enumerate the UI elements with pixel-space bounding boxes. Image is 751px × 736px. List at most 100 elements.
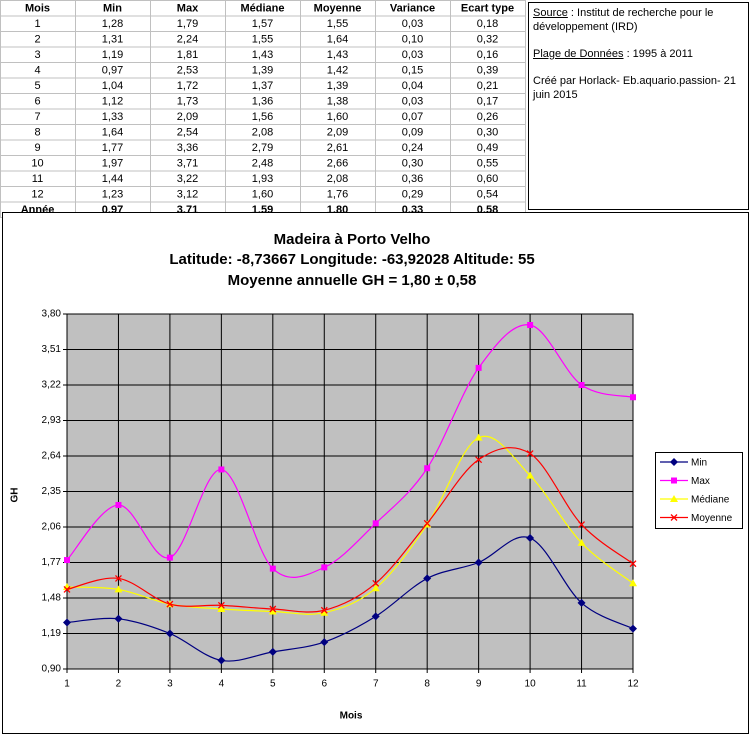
table-cell: 0,21 xyxy=(477,80,498,92)
table-cell: 2 xyxy=(34,34,40,46)
marker xyxy=(269,605,277,613)
table-cell: 1,42 xyxy=(327,65,348,77)
table-cell: 0,30 xyxy=(477,127,498,139)
y-tick-label: 1,48 xyxy=(42,593,62,604)
chart-title: Madeira à Porto Velho xyxy=(274,231,431,248)
table-cell: 1,04 xyxy=(102,80,123,92)
table-cell: 3,12 xyxy=(177,189,198,201)
table-cell: 2,24 xyxy=(177,34,198,46)
marker xyxy=(578,382,585,388)
table-cell: 2,48 xyxy=(252,158,273,170)
x-tick-label: 10 xyxy=(525,679,537,690)
marker xyxy=(424,465,431,472)
marker xyxy=(629,624,637,633)
marker xyxy=(526,471,535,479)
table-cell: 1,64 xyxy=(102,127,123,139)
table-cell: 3 xyxy=(34,49,40,61)
y-tick-label: 3,22 xyxy=(42,380,62,391)
marker xyxy=(629,579,637,587)
table-cell: 1,93 xyxy=(252,173,273,185)
marker xyxy=(217,656,226,665)
header-cell: Moyenne xyxy=(314,3,362,15)
header-cell: Ecart type xyxy=(461,3,514,15)
marker xyxy=(115,501,122,508)
table-cell: 2,09 xyxy=(177,111,198,123)
marker xyxy=(63,585,71,593)
marker xyxy=(630,394,636,401)
x-axis-label: Mois xyxy=(340,711,363,722)
table-cell: 1,60 xyxy=(252,189,273,201)
table-cell: 1,12 xyxy=(102,96,123,108)
y-tick-label: 2,93 xyxy=(42,415,62,426)
y-tick-label: 0,90 xyxy=(42,664,62,675)
y-tick-label: 3,51 xyxy=(42,344,62,355)
table-cell: 0,30 xyxy=(402,158,423,170)
credit: Créé par Horlack- Eb.aquario.passion- 21… xyxy=(533,75,736,101)
table-cell: 2,08 xyxy=(327,173,348,185)
header-cell: Variance xyxy=(390,3,435,15)
header-cell: Médiane xyxy=(240,3,284,15)
y-tick-label: 1,19 xyxy=(42,628,62,639)
table-cell: 2,79 xyxy=(252,142,273,154)
table-cell: 0,03 xyxy=(402,96,423,108)
range: Plage de Données : 1995 à 2011 xyxy=(533,47,744,61)
table-cell: 9 xyxy=(34,142,40,154)
source: Source : Institut de recherche pour le d… xyxy=(533,6,744,34)
x-tick-label: 7 xyxy=(373,679,379,690)
y-tick-label: 1,77 xyxy=(42,557,62,568)
table-cell: 0,09 xyxy=(402,127,423,139)
marker xyxy=(269,565,276,572)
marker xyxy=(577,598,586,607)
table-cell: 0,55 xyxy=(477,158,498,170)
range-label: Plage de Données xyxy=(533,48,624,60)
marker xyxy=(526,534,535,543)
table-cell: 0,29 xyxy=(402,189,423,201)
table-cell: 1,43 xyxy=(327,49,348,61)
x-tick-label: 11 xyxy=(576,679,587,690)
marker xyxy=(217,605,226,613)
table-cell: 2,53 xyxy=(177,65,198,77)
table-cell: 0,24 xyxy=(402,142,423,154)
table-cell: 0,26 xyxy=(477,111,498,123)
table-cell: 2,08 xyxy=(252,127,273,139)
table-cell: 0,04 xyxy=(402,80,423,92)
table-cell: 3,71 xyxy=(177,158,198,170)
marker xyxy=(371,612,380,621)
marker xyxy=(217,601,225,609)
marker xyxy=(423,519,431,527)
marker xyxy=(166,600,174,608)
legend-marker xyxy=(671,477,677,484)
marker xyxy=(321,564,328,571)
marker xyxy=(64,557,70,564)
marker xyxy=(320,608,329,616)
table-cell: 0,36 xyxy=(402,173,423,185)
table-cell: 0,03 xyxy=(402,49,423,61)
legend-marker xyxy=(670,495,678,502)
table-cell: 2,54 xyxy=(177,127,198,139)
table-cell: 1,43 xyxy=(252,49,273,61)
table-cell: 1,79 xyxy=(177,18,198,30)
marker xyxy=(527,322,534,329)
info-box: Source : Institut de recherche pour le d… xyxy=(528,2,749,210)
table-cell: 1,44 xyxy=(102,173,123,185)
marker xyxy=(165,629,174,638)
table-cell: 0,03 xyxy=(402,18,423,30)
source-text: : Institut de recherche pour le développ… xyxy=(533,7,714,33)
marker xyxy=(114,574,122,582)
table-cell: 0,07 xyxy=(402,111,423,123)
table-cell: 0,54 xyxy=(477,189,498,201)
range-text: : 1995 à 2011 xyxy=(623,48,694,60)
marker xyxy=(475,364,482,371)
marker xyxy=(577,538,586,546)
table-cell: 1,81 xyxy=(177,49,198,61)
marker xyxy=(320,638,329,647)
table-cell: 12 xyxy=(31,189,43,201)
table-cell: 1,39 xyxy=(327,80,348,92)
table-cell: 3,36 xyxy=(177,142,198,154)
x-tick-label: 5 xyxy=(270,679,276,690)
source-label: Source xyxy=(533,7,568,19)
table-cell: 0,97 xyxy=(102,65,123,77)
table-cell: 0,10 xyxy=(402,34,423,46)
